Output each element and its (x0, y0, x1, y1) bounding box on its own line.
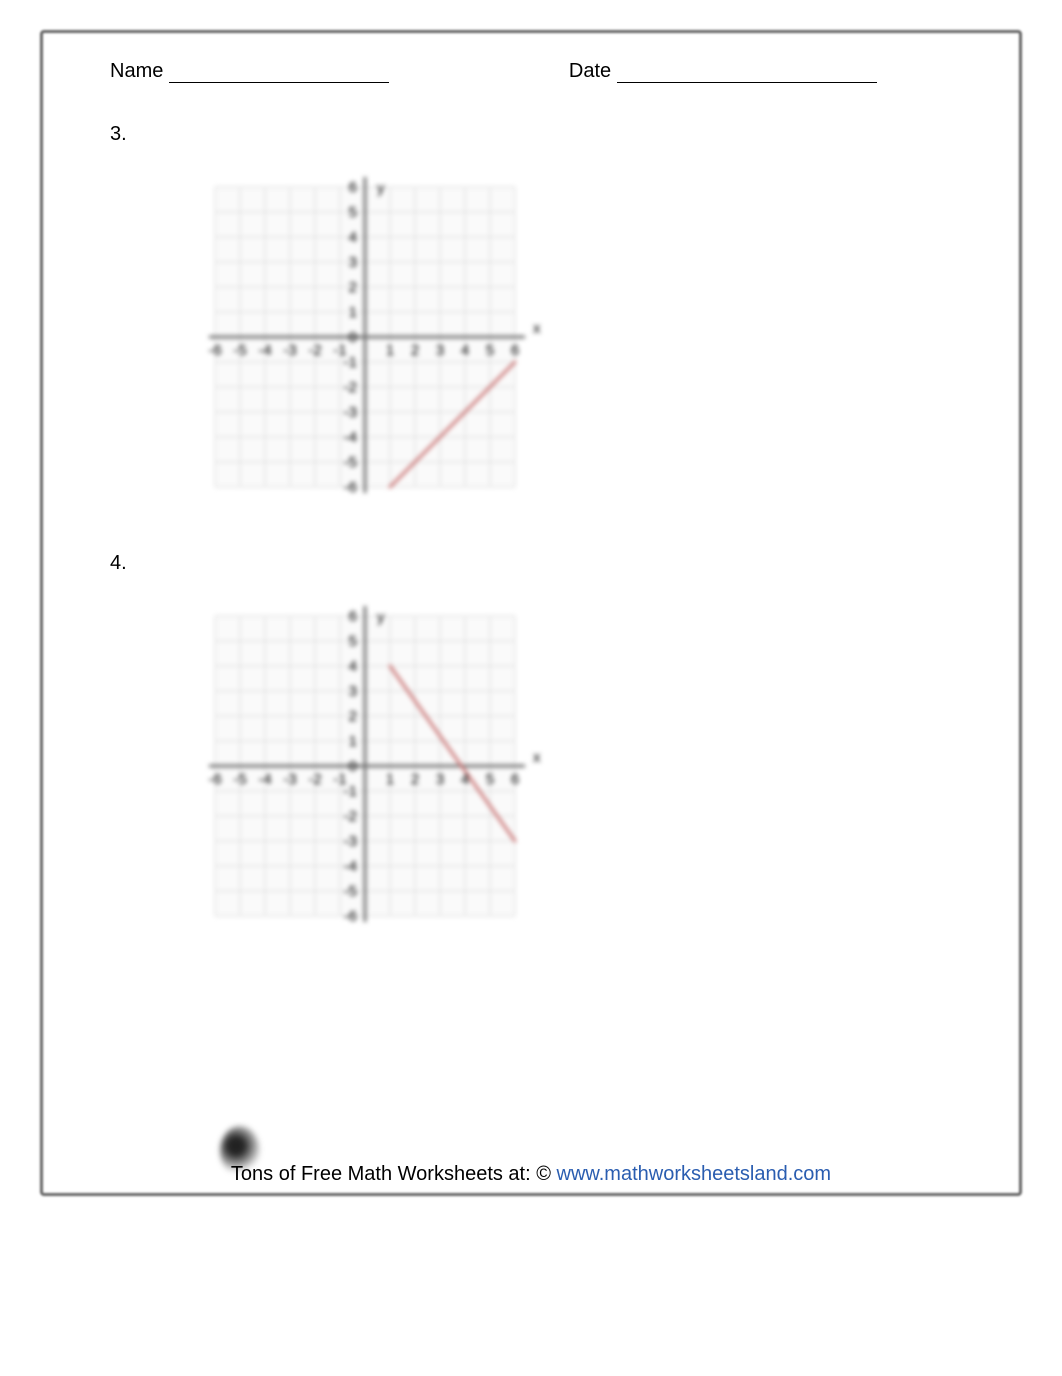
svg-text:1: 1 (386, 771, 394, 788)
svg-text:2: 2 (349, 279, 357, 296)
svg-text:-3: -3 (344, 404, 357, 421)
svg-text:5: 5 (486, 771, 494, 788)
svg-text:1: 1 (349, 304, 357, 321)
footer-link[interactable]: www.mathworksheetsland.com (557, 1163, 832, 1185)
svg-text:5: 5 (349, 204, 357, 221)
svg-text:4: 4 (461, 771, 469, 788)
svg-text:-6: -6 (208, 771, 221, 788)
svg-text:5: 5 (349, 633, 357, 650)
svg-text:y: y (377, 609, 385, 626)
svg-text:1: 1 (386, 342, 394, 359)
svg-text:6: 6 (511, 771, 519, 788)
svg-text:2: 2 (349, 708, 357, 725)
header-row: Name Date (110, 60, 952, 83)
svg-text:-6: -6 (344, 908, 357, 925)
coordinate-graph: -6-5-4-3-2-10123456-6-5-4-3-2-1123456xy (180, 152, 550, 492)
svg-text:-4: -4 (258, 771, 271, 788)
svg-text:3: 3 (349, 254, 357, 271)
svg-text:-4: -4 (258, 342, 271, 359)
svg-text:4: 4 (461, 342, 469, 359)
svg-text:0: 0 (349, 758, 357, 775)
svg-text:4: 4 (349, 658, 357, 675)
svg-text:-1: -1 (333, 342, 346, 359)
svg-text:-2: -2 (344, 379, 357, 396)
date-blank-line[interactable] (617, 65, 877, 83)
svg-text:-2: -2 (308, 771, 321, 788)
problem-number: 4. (110, 552, 952, 575)
svg-text:y: y (377, 180, 385, 197)
svg-text:x: x (533, 749, 541, 766)
svg-text:-1: -1 (333, 771, 346, 788)
svg-text:x: x (533, 320, 541, 337)
coordinate-graph: -6-5-4-3-2-10123456-6-5-4-3-2-1123456xy (180, 581, 550, 921)
name-blank-line[interactable] (169, 65, 389, 83)
name-label: Name (110, 60, 163, 82)
svg-text:2: 2 (411, 771, 419, 788)
svg-text:-2: -2 (344, 808, 357, 825)
svg-text:6: 6 (349, 608, 357, 625)
svg-text:-6: -6 (208, 342, 221, 359)
footer: Tons of Free Math Worksheets at: © www.m… (0, 1163, 1062, 1186)
svg-text:3: 3 (436, 342, 444, 359)
svg-text:5: 5 (486, 342, 494, 359)
svg-text:-3: -3 (283, 342, 296, 359)
problem-3: 3. -6-5-4-3-2-10123456-6-5-4-3-2-1123456… (110, 123, 952, 492)
worksheet-page: Name Date 3. -6-5-4-3-2-10123456-6-5-4-3… (0, 0, 1062, 1376)
svg-text:-5: -5 (233, 342, 246, 359)
svg-text:0: 0 (349, 329, 357, 346)
svg-text:3: 3 (349, 683, 357, 700)
svg-text:4: 4 (349, 229, 357, 246)
svg-text:-5: -5 (344, 454, 357, 471)
svg-text:-6: -6 (344, 479, 357, 496)
svg-text:6: 6 (511, 342, 519, 359)
svg-text:-2: -2 (308, 342, 321, 359)
date-label: Date (569, 60, 611, 82)
svg-text:-3: -3 (344, 833, 357, 850)
footer-text: Tons of Free Math Worksheets at: © (231, 1163, 557, 1185)
svg-text:-3: -3 (283, 771, 296, 788)
svg-text:3: 3 (436, 771, 444, 788)
svg-text:-4: -4 (344, 429, 357, 446)
date-field: Date (569, 60, 877, 83)
name-field: Name (110, 60, 389, 83)
svg-text:-5: -5 (344, 883, 357, 900)
svg-text:1: 1 (349, 733, 357, 750)
svg-text:6: 6 (349, 179, 357, 196)
problem-number: 3. (110, 123, 952, 146)
svg-text:2: 2 (411, 342, 419, 359)
svg-text:-4: -4 (344, 858, 357, 875)
problem-4: 4. -6-5-4-3-2-10123456-6-5-4-3-2-1123456… (110, 552, 952, 921)
page-content: Name Date 3. -6-5-4-3-2-10123456-6-5-4-3… (50, 40, 1012, 1186)
svg-text:-5: -5 (233, 771, 246, 788)
